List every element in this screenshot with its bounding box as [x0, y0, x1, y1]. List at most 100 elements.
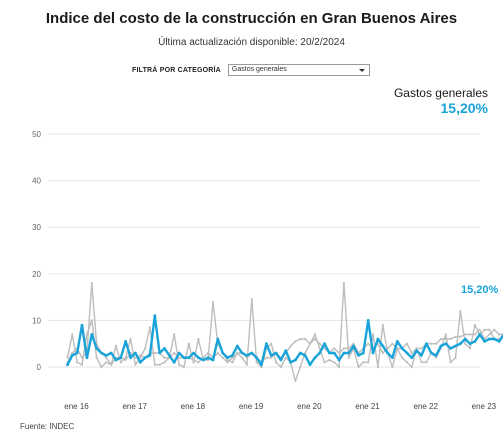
- series-point: [71, 351, 74, 355]
- highlight-point: [70, 354, 74, 357]
- chevron-down-icon: [358, 69, 365, 72]
- series-point: [221, 356, 224, 359]
- series-point: [231, 361, 234, 364]
- y-tick-label: 20: [32, 270, 41, 279]
- highlight-point: [245, 354, 249, 357]
- highlight-point: [391, 356, 394, 360]
- highlight-point: [458, 342, 462, 346]
- series-point: [357, 365, 360, 369]
- series-point: [439, 337, 442, 341]
- x-tick-label: ene 21: [355, 402, 380, 411]
- series-point: [420, 361, 423, 364]
- series-point: [192, 361, 195, 364]
- highlight-point: [313, 356, 317, 360]
- highlight-point: [415, 349, 419, 353]
- series-point: [318, 347, 321, 350]
- series-point: [105, 361, 108, 364]
- highlight-point: [488, 337, 491, 341]
- highlight-point: [260, 363, 263, 367]
- highlight-point: [371, 351, 375, 355]
- highlight-point: [95, 347, 98, 350]
- series-point: [468, 347, 472, 350]
- series-point: [299, 337, 302, 341]
- series-point: [367, 342, 370, 345]
- series-point: [226, 358, 229, 362]
- highlight-point: [463, 337, 467, 341]
- highlight-point: [497, 340, 501, 343]
- series-point: [328, 358, 331, 362]
- series-point: [265, 356, 268, 359]
- highlight-point: [439, 344, 443, 348]
- series-point: [129, 337, 132, 341]
- highlight-point: [376, 337, 380, 341]
- series-point: [211, 300, 215, 303]
- series-point: [459, 335, 462, 338]
- highlight-point: [352, 344, 355, 348]
- x-tick-label: ene 16: [64, 402, 89, 411]
- series-point: [182, 365, 185, 369]
- highlight-point: [182, 356, 186, 360]
- highlight-point: [235, 344, 239, 348]
- highlight-point: [80, 323, 84, 327]
- highlight-point: [119, 356, 123, 360]
- y-tick-label: 40: [32, 177, 41, 186]
- series-point: [464, 333, 467, 336]
- series-point: [386, 347, 389, 350]
- highlight-point: [386, 351, 389, 355]
- highlight-point: [216, 337, 220, 341]
- series-point: [153, 363, 156, 366]
- highlight-point: [294, 358, 297, 362]
- series-point: [231, 356, 234, 359]
- series-point: [207, 358, 210, 362]
- y-tick-label: 10: [32, 316, 41, 325]
- series-point: [66, 356, 69, 359]
- highlight-point: [357, 354, 360, 357]
- highlight-point: [114, 358, 118, 362]
- series-point: [333, 361, 336, 364]
- highlight-point: [148, 354, 152, 357]
- series-point: [391, 342, 394, 345]
- series-point: [405, 342, 409, 345]
- highlight-series-line: [66, 314, 503, 366]
- last-update-subtitle: Última actualización disponible: 20/2/20…: [158, 37, 345, 48]
- series-point: [498, 333, 501, 336]
- series-point: [178, 363, 181, 366]
- highlight-point: [221, 351, 225, 355]
- highlight-series-label: Gastos generales: [393, 86, 488, 100]
- highlight-point: [410, 356, 414, 360]
- highlight-point: [167, 354, 171, 357]
- series-point: [178, 356, 181, 359]
- highlight-point: [265, 342, 268, 346]
- highlight-point: [197, 356, 200, 360]
- series-point: [260, 365, 263, 369]
- highlight-point: [143, 356, 147, 360]
- highlight-point: [449, 347, 452, 350]
- highlight-point: [153, 314, 157, 318]
- highlight-point: [337, 358, 341, 362]
- series-point: [347, 347, 350, 350]
- highlight-point: [332, 351, 336, 355]
- series-point: [202, 356, 205, 359]
- series-point: [80, 356, 84, 359]
- series-point: [483, 328, 486, 331]
- category-select[interactable]: Gastos generales: [227, 64, 370, 76]
- highlight-point: [444, 342, 448, 346]
- series-point: [381, 351, 384, 355]
- series-point: [255, 361, 258, 364]
- series-point: [464, 342, 467, 345]
- highlight-point: [342, 351, 346, 355]
- series-point: [197, 361, 200, 364]
- highlight-point: [274, 351, 278, 355]
- series-point: [100, 365, 103, 369]
- filter-label: FILTRÁ POR CATEGORÍA: [132, 66, 221, 74]
- series-point: [362, 361, 365, 364]
- highlight-point: [90, 333, 94, 336]
- series-point: [76, 361, 79, 364]
- series-point: [139, 356, 142, 359]
- series-point: [449, 361, 452, 364]
- highlight-point: [298, 351, 302, 355]
- series-point: [270, 356, 273, 359]
- series-point: [80, 363, 84, 366]
- series-point: [318, 342, 321, 345]
- series-point: [338, 351, 341, 355]
